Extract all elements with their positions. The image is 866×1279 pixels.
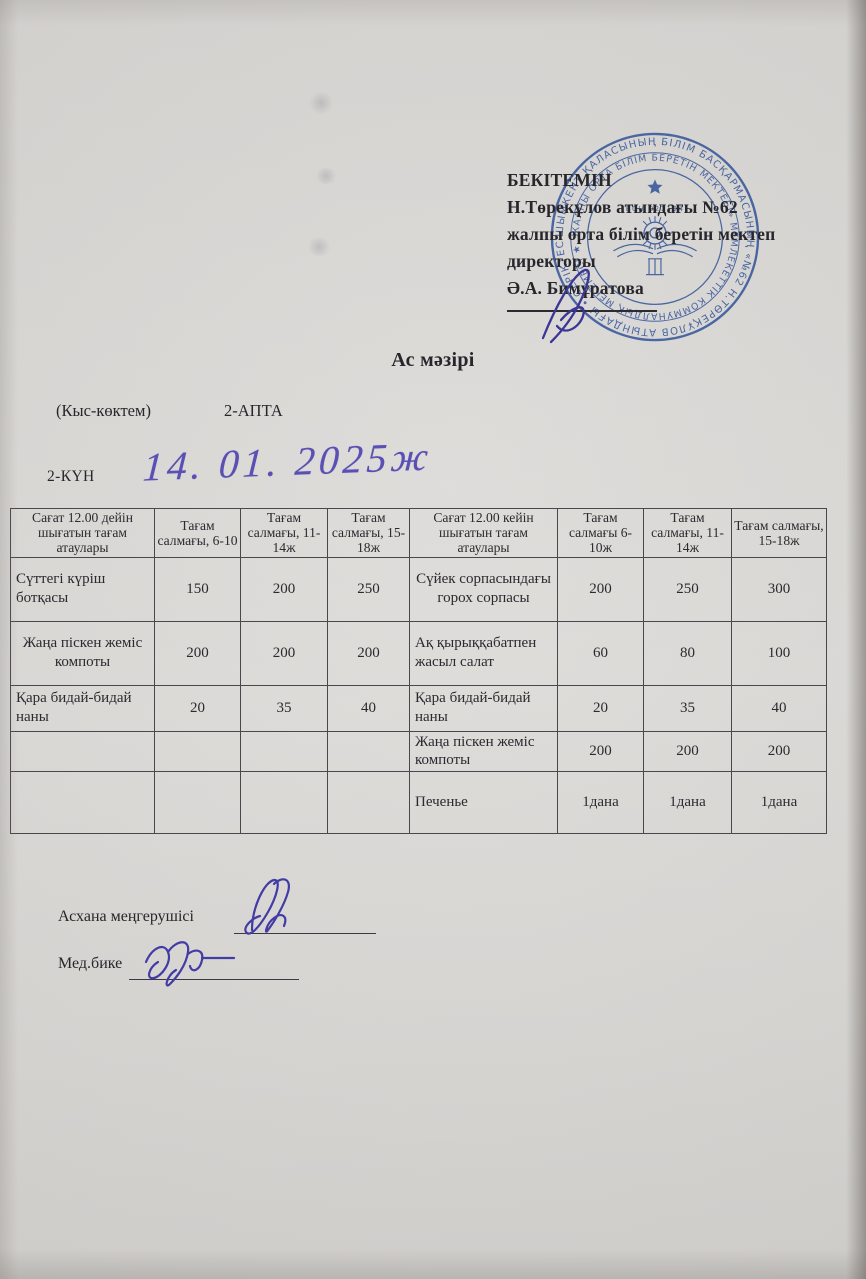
table-cell: Жаңа піскен жеміс компоты xyxy=(10,620,155,686)
table-cell: Сүйек сорпасындағы горох сорпасы xyxy=(409,556,558,622)
column-header: Тағам салмағы, 15-18ж xyxy=(327,508,410,558)
table-cell: 200 xyxy=(557,730,644,773)
approval-line: БЕКІТЕМІН xyxy=(507,170,612,190)
table-cell: Қара бидай-бидай наны xyxy=(10,684,155,732)
table-row: Қара бидай-бидай наны 20 35 40 Қара бидай-би… xyxy=(10,684,827,732)
table-cell: Печенье xyxy=(409,771,558,835)
table-cell: 1дана xyxy=(643,771,732,835)
canteen-manager-label: Асхана меңгерушісі xyxy=(58,908,194,925)
column-header: Тағам салмағы, 15-18ж xyxy=(731,508,827,558)
table-cell: Сүттегі күріш ботқасы xyxy=(10,556,155,622)
table-cell: 35 xyxy=(240,684,328,732)
table-cell xyxy=(10,771,155,835)
table-row: Жаңа піскен жеміс компоты 200 200 200 xyxy=(10,730,827,773)
paper-smudge xyxy=(306,238,332,256)
table-cell: Ақ қырыққабатпен жасыл салат xyxy=(409,620,558,686)
paper-smudge xyxy=(314,168,338,184)
table-cell: 200 xyxy=(154,620,241,686)
table-cell: 200 xyxy=(240,620,328,686)
column-header: Тағам салмағы, 11-14ж xyxy=(643,508,732,558)
table-cell: Жаңа піскен жеміс компоты xyxy=(409,730,558,773)
table-cell xyxy=(240,771,328,835)
table-cell xyxy=(10,730,155,773)
column-header: Тағам салмағы, 6-10 xyxy=(154,508,241,558)
nurse-signature xyxy=(144,941,236,987)
table-cell: 200 xyxy=(731,730,827,773)
menu-table: Сағат 12.00 дейін шығатын тағам атаулары… xyxy=(10,508,827,835)
column-header: Тағам салмағы, 11-14ж xyxy=(240,508,328,558)
table-cell xyxy=(154,730,241,773)
table-cell: 150 xyxy=(154,556,241,622)
handwritten-date: 14. 01. 2025ж xyxy=(141,433,434,490)
table-cell: 1дана xyxy=(731,771,827,835)
menu-table-header-row: Сағат 12.00 дейін шығатын тағам атаулары… xyxy=(10,508,827,558)
director-signature xyxy=(541,268,590,344)
table-cell: 60 xyxy=(557,620,644,686)
table-cell: 40 xyxy=(731,684,827,732)
table-cell: 300 xyxy=(731,556,827,622)
table-cell: 35 xyxy=(643,684,732,732)
table-cell: 1дана xyxy=(557,771,644,835)
table-cell xyxy=(240,730,328,773)
table-cell: 20 xyxy=(154,684,241,732)
table-cell xyxy=(327,771,410,835)
table-cell: 200 xyxy=(327,620,410,686)
day-label: 2-КҮН xyxy=(47,468,95,485)
table-cell: 250 xyxy=(643,556,732,622)
table-cell: 200 xyxy=(240,556,328,622)
table-cell: 250 xyxy=(327,556,410,622)
nurse-label: Мед.бике xyxy=(58,955,123,972)
season-label: (Кыс-көктем) xyxy=(56,401,151,420)
table-cell: 80 xyxy=(643,620,732,686)
table-cell xyxy=(327,730,410,773)
page-title: Ас мәзірі xyxy=(391,349,475,371)
table-cell: 200 xyxy=(643,730,732,773)
table-row: Сүттегі күріш ботқасы 150 200 250 Сүйек сорп… xyxy=(10,556,827,622)
column-header: Тағам салмағы 6-10ж xyxy=(557,508,644,558)
paper-smudge xyxy=(308,92,334,114)
table-row: Печенье 1дана 1дана 1дана xyxy=(10,771,827,835)
column-header: Сағат 12.00 дейін шығатын тағам атаулары xyxy=(10,508,155,558)
week-label: 2-АПТА xyxy=(224,401,283,420)
table-row: Жаңа піскен жеміс компоты 200 200 200 Ақ қыр… xyxy=(10,620,827,686)
table-cell: 100 xyxy=(731,620,827,686)
table-cell: 200 xyxy=(557,556,644,622)
approval-line: жалпы орта білім беретін мектеп xyxy=(507,224,776,244)
approval-line: Н.Төрекұлов атындағы №62 xyxy=(507,197,738,217)
table-cell: 20 xyxy=(557,684,644,732)
table-cell xyxy=(154,771,241,835)
column-header: Сағат 12.00 кейін шығатын тағам атаулары xyxy=(409,508,558,558)
table-cell: Қара бидай-бидай наны xyxy=(409,684,558,732)
table-cell: 40 xyxy=(327,684,410,732)
